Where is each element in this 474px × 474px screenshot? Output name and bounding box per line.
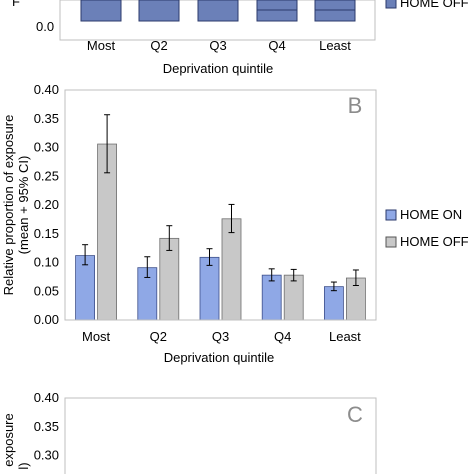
panel-b-ytick-0: 0.00 — [34, 312, 59, 327]
panel-b-xtick-q2: Q2 — [150, 329, 167, 344]
panel-b-ytick-4: 0.20 — [34, 197, 59, 212]
panel-c-ylabel-fragment-2: l) — [16, 462, 31, 469]
panel-c-ytick-0: 0.40 — [34, 390, 59, 405]
panel-b-xlabel: Deprivation quintile — [164, 350, 275, 365]
panel-b-legend-swatch-home-off — [385, 236, 397, 248]
panel-a-xticks: Most Q2 Q3 Q4 Least — [87, 38, 351, 53]
panel-b-ylabel-line1: Relative proportion of exposure — [1, 115, 16, 296]
panel-b-legend-home-on: HOME ON — [400, 207, 462, 222]
panel-a-bar-q2 — [138, 0, 180, 22]
panel-b-legend-home-off: HOME OFF — [400, 234, 469, 249]
panel-a-xtick-least: Least — [319, 38, 351, 53]
panel-a-legend-home-off: HOME OFF — [400, 0, 469, 10]
panel-a-xtick-q3: Q3 — [209, 38, 226, 53]
panel-b-ytick-7: 0.35 — [34, 111, 59, 126]
panel-c-ylabel-fragment-1: exposure — [1, 413, 16, 466]
panel-c-yticks: 0.400.350.300.25 — [34, 390, 59, 463]
panel-b-xtick-least: Least — [329, 329, 361, 344]
panel-b-error-bars — [82, 114, 359, 292]
panel-b-ytick-8: 0.40 — [34, 82, 59, 97]
panel-b-ytick-5: 0.25 — [34, 168, 59, 183]
panel-c: 0.400.350.300.25 C exposure l) — [1, 390, 377, 474]
panel-b-letter: B — [348, 93, 363, 118]
panel-b-bar-home-on-q3 — [199, 256, 220, 321]
panel-a-xtick-most: Most — [87, 38, 116, 53]
panel-b-yticks: 0.00 0.05 0.10 0.15 0.20 0.25 0.30 0.35 0.40 — [34, 82, 59, 327]
panel-a-bar-most — [80, 0, 122, 22]
panel-c-ytick-2: 0.30 — [34, 448, 59, 463]
panel-b-ytick-2: 0.10 — [34, 255, 59, 270]
panel-b-ytick-3: 0.15 — [34, 226, 59, 241]
panel-a-xtick-q4: Q4 — [268, 38, 285, 53]
panel-a-bar-q3 — [197, 0, 239, 22]
panel-a-ylabel-fragment: F — [12, 0, 20, 9]
panel-a-xtick-q2: Q2 — [150, 38, 167, 53]
panel-a-legend-swatch-home-off — [385, 0, 397, 9]
panel-b-xtick-q3: Q3 — [212, 329, 229, 344]
panel-a: 0.0 F Most Q2 Q3 Q4 Least Deprivation quinti… — [12, 0, 469, 76]
panel-b-bar-home-off-q3 — [221, 218, 242, 321]
panel-b-ytick-1: 0.05 — [34, 283, 59, 298]
panel-b: 0.00 0.05 0.10 0.15 0.20 0.25 0.30 0.35 0.40 Mos… — [1, 82, 469, 365]
panel-a-bars — [80, 0, 356, 22]
panel-c-ytick-1: 0.35 — [34, 419, 59, 434]
panel-b-bar-home-on-least — [323, 286, 344, 321]
panel-b-bar-home-off-q4 — [283, 274, 304, 321]
panel-b-legend-swatch-home-on — [385, 209, 397, 221]
panel-b-xtick-most: Most — [82, 329, 111, 344]
panel-b-xticks: Most Q2 Q3 Q4 Least — [82, 329, 361, 344]
panel-b-ylabel-line2: (mean + 95% CI) — [16, 156, 31, 255]
panel-b-xtick-q4: Q4 — [274, 329, 291, 344]
panel-c-letter: C — [347, 402, 363, 427]
panel-a-ytick-0: 0.0 — [36, 19, 54, 34]
panel-b-bars — [65, 143, 376, 321]
panel-b-ytick-6: 0.30 — [34, 140, 59, 155]
panel-b-bar-home-on-q4 — [261, 274, 282, 321]
panel-a-plot-border — [59, 0, 376, 41]
panel-a-xlabel: Deprivation quintile — [163, 61, 274, 76]
panel-c-plot-border — [64, 397, 377, 474]
